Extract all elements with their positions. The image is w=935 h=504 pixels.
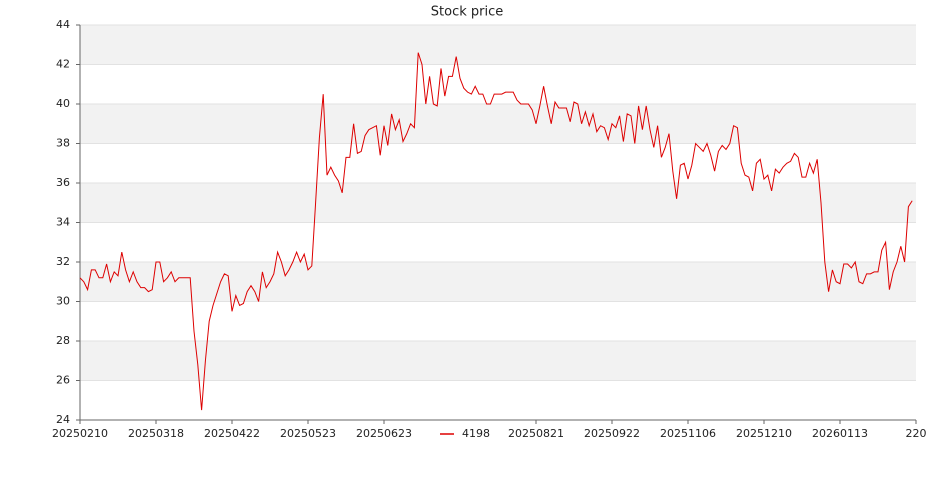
y-tick-label: 32 (56, 255, 70, 268)
grid-band (80, 341, 916, 381)
line-series (79, 52, 913, 411)
x-tick-label: 20260113 (812, 427, 868, 440)
legend-bg (436, 426, 496, 442)
y-tick-label: 36 (56, 176, 70, 189)
x-tick-label: 20250422 (204, 427, 260, 440)
x-tick-label: 20250821 (508, 427, 564, 440)
grid-band (80, 104, 916, 144)
x-tick-label: 20251210 (736, 427, 792, 440)
grid-band (80, 262, 916, 302)
y-tick-label: 28 (56, 334, 70, 347)
y-tick-label: 40 (56, 97, 70, 110)
x-tick-label: 20250922 (584, 427, 640, 440)
grid-band (80, 183, 916, 223)
y-tick-label: 34 (56, 216, 70, 229)
legend-label: 4198 (462, 427, 490, 440)
x-tick-label: 20250623 (356, 427, 412, 440)
x-tick-label: 20250318 (128, 427, 184, 440)
y-tick-label: 44 (56, 18, 70, 31)
y-tick-label: 24 (56, 413, 70, 426)
y-tick-label: 26 (56, 374, 70, 387)
y-tick-label: 30 (56, 295, 70, 308)
grid-band (80, 25, 916, 65)
x-tick-label: 20251106 (660, 427, 716, 440)
y-tick-label: 42 (56, 58, 70, 71)
x-tick-label: 20250210 (52, 427, 108, 440)
x-tick-label: 220 (906, 427, 927, 440)
y-tick-label: 38 (56, 137, 70, 150)
x-tick-label: 20250523 (280, 427, 336, 440)
chart-title: Stock price (431, 5, 503, 20)
